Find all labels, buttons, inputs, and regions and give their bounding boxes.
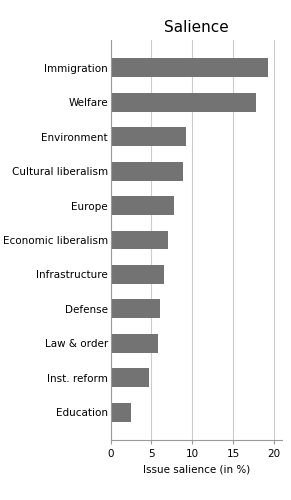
Bar <box>111 230 168 250</box>
Bar <box>111 403 131 422</box>
Bar <box>111 162 182 180</box>
Bar <box>111 58 267 77</box>
X-axis label: Issue salience (in %): Issue salience (in %) <box>143 464 250 474</box>
Title: Salience: Salience <box>164 20 229 34</box>
Bar <box>111 196 174 215</box>
Bar <box>111 368 149 388</box>
Bar <box>111 334 158 353</box>
Bar <box>111 300 160 318</box>
Bar <box>111 92 256 112</box>
Bar <box>111 127 186 146</box>
Bar <box>111 265 164 284</box>
